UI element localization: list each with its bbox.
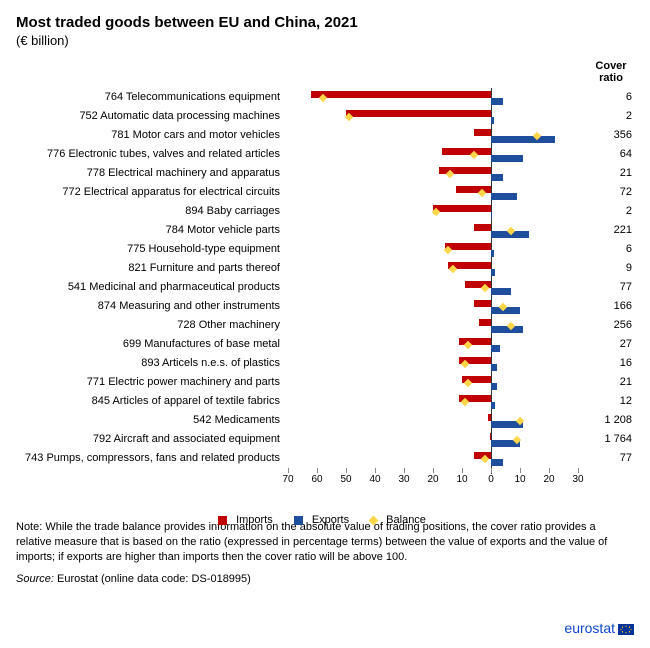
cover-ratio-value: 27 <box>588 335 634 354</box>
category-label: 894 Baby carriages <box>16 202 286 221</box>
axis-tick-label: 10 <box>514 474 525 485</box>
exports-bar <box>491 155 523 162</box>
axis-tick-label: 0 <box>488 474 494 485</box>
imports-bar <box>479 319 491 326</box>
category-label: 792 Aircraft and associated equipment <box>16 430 286 449</box>
source-label: Source: <box>16 573 54 585</box>
cover-ratio-value: 166 <box>588 297 634 316</box>
axis-tick-label: 70 <box>282 474 293 485</box>
exports-bar <box>491 269 495 276</box>
cover-ratio-value: 9 <box>588 259 634 278</box>
source-text: Eurostat (online data code: DS-018995) <box>57 573 251 585</box>
exports-bar <box>491 98 503 105</box>
category-label: 541 Medicinal and pharmaceutical product… <box>16 278 286 297</box>
axis-tick-label: 20 <box>543 474 554 485</box>
exports-swatch <box>294 516 303 525</box>
logo-text: eurostat <box>564 620 615 636</box>
imports-bar <box>474 224 491 231</box>
cover-ratio-value: 1 208 <box>588 411 634 430</box>
category-label: 699 Manufactures of base metal <box>16 335 286 354</box>
chart-legend: Imports Exports Balance <box>16 514 634 526</box>
exports-bar <box>491 402 495 409</box>
chart-source: Source: Eurostat (online data code: DS-0… <box>16 573 634 585</box>
imports-bar <box>474 129 491 136</box>
exports-bar <box>491 136 555 143</box>
exports-bar <box>491 459 503 466</box>
category-label: 778 Electrical machinery and apparatus <box>16 164 286 183</box>
imports-bar <box>456 186 491 193</box>
legend-exports: Exports <box>312 514 349 526</box>
eu-flag-icon <box>618 624 634 635</box>
exports-bar <box>491 117 494 124</box>
category-label: 775 Household-type equipment <box>16 240 286 259</box>
category-label: 743 Pumps, compressors, fans and related… <box>16 449 286 468</box>
imports-bar <box>433 205 491 212</box>
exports-bar <box>491 288 511 295</box>
exports-bar <box>491 345 500 352</box>
cover-ratio-value: 6 <box>588 240 634 259</box>
cover-ratio-value: 6 <box>588 88 634 107</box>
exports-bar <box>491 174 503 181</box>
legend-balance: Balance <box>386 514 426 526</box>
axis-tick-label: 40 <box>369 474 380 485</box>
cover-ratio-value: 77 <box>588 278 634 297</box>
imports-bar <box>474 300 491 307</box>
cover-ratio-value: 21 <box>588 164 634 183</box>
imports-bar <box>488 414 491 421</box>
exports-bar <box>491 364 497 371</box>
chart-title: Most traded goods between EU and China, … <box>16 14 634 31</box>
category-label: 771 Electric power machinery and parts <box>16 373 286 392</box>
category-label: 764 Telecommunications equipment <box>16 88 286 107</box>
exports-bar <box>491 193 517 200</box>
legend-imports: Imports <box>236 514 273 526</box>
imports-bar <box>311 91 491 98</box>
axis-tick-label: 30 <box>572 474 583 485</box>
imports-bar <box>442 148 491 155</box>
exports-bar <box>491 383 497 390</box>
category-label: 542 Medicaments <box>16 411 286 430</box>
category-label: 845 Articles of apparel of textile fabri… <box>16 392 286 411</box>
cover-ratio-value: 77 <box>588 449 634 468</box>
chart-note: Note: While the trade balance provides i… <box>16 520 634 565</box>
eurostat-logo: eurostat <box>564 620 634 636</box>
cover-ratio-value: 256 <box>588 316 634 335</box>
axis-tick-label: 10 <box>456 474 467 485</box>
category-label: 821 Furniture and parts thereof <box>16 259 286 278</box>
cover-ratio-value: 221 <box>588 221 634 240</box>
imports-bar <box>490 433 491 440</box>
cover-ratio-value: 16 <box>588 354 634 373</box>
exports-bar <box>491 250 494 257</box>
balance-swatch <box>369 515 379 525</box>
cover-ratio-value: 2 <box>588 107 634 126</box>
category-label: 874 Measuring and other instruments <box>16 297 286 316</box>
imports-swatch <box>218 516 227 525</box>
chart-area: Cover ratio 764 Telecommunications equip… <box>16 58 634 506</box>
axis-tick-label: 30 <box>398 474 409 485</box>
axis-tick-label: 20 <box>427 474 438 485</box>
category-label: 752 Automatic data processing machines <box>16 107 286 126</box>
imports-bar <box>346 110 491 117</box>
cover-ratio-value: 1 764 <box>588 430 634 449</box>
category-label: 728 Other machinery <box>16 316 286 335</box>
cover-ratio-value: 21 <box>588 373 634 392</box>
cover-ratio-value: 64 <box>588 145 634 164</box>
cover-ratio-value: 356 <box>588 126 634 145</box>
category-label: 784 Motor vehicle parts <box>16 221 286 240</box>
cover-ratio-value: 72 <box>588 183 634 202</box>
axis-tick-label: 60 <box>311 474 322 485</box>
cover-ratio-header: Cover ratio <box>588 60 634 84</box>
axis-tick-label: 50 <box>340 474 351 485</box>
cover-ratio-value: 2 <box>588 202 634 221</box>
category-label: 772 Electrical apparatus for electrical … <box>16 183 286 202</box>
chart-subtitle: (€ billion) <box>16 33 634 48</box>
category-label: 781 Motor cars and motor vehicles <box>16 126 286 145</box>
category-label: 893 Articels n.e.s. of plastics <box>16 354 286 373</box>
cover-ratio-value: 12 <box>588 392 634 411</box>
category-label: 776 Electronic tubes, valves and related… <box>16 145 286 164</box>
exports-bar <box>491 212 492 219</box>
